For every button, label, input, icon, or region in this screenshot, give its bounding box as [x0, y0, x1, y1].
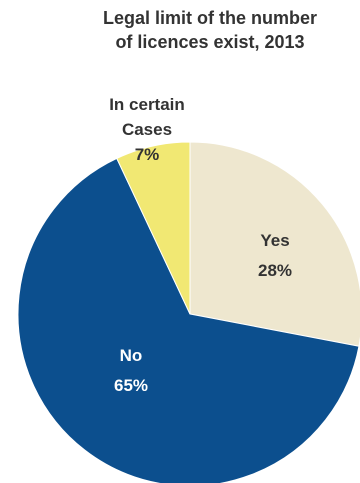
- pie-slice-no: [17, 157, 360, 483]
- pie-slice-yes: [189, 141, 360, 347]
- slice-category-label: In certain: [109, 95, 185, 114]
- slice-value-label: 65%: [114, 376, 148, 395]
- slice-value-label: 28%: [258, 261, 292, 280]
- slice-category-label: No: [120, 346, 143, 365]
- slice-value-label: 7%: [135, 145, 160, 164]
- chart-title-line-2: of licences exist, 2013: [115, 32, 305, 52]
- chart-title-line-1: Legal limit of the number: [102, 8, 317, 28]
- slice-category-label: Yes: [260, 231, 289, 250]
- pie-slices: [17, 141, 360, 483]
- chart-title: Legal limit of the number of licences ex…: [60, 6, 360, 54]
- pie-labels: Yes 28% No 65% In certain Cases 7%: [109, 95, 292, 395]
- slice-category-label: Cases: [122, 120, 172, 139]
- pie-slice-in-certain-cases: [116, 141, 191, 315]
